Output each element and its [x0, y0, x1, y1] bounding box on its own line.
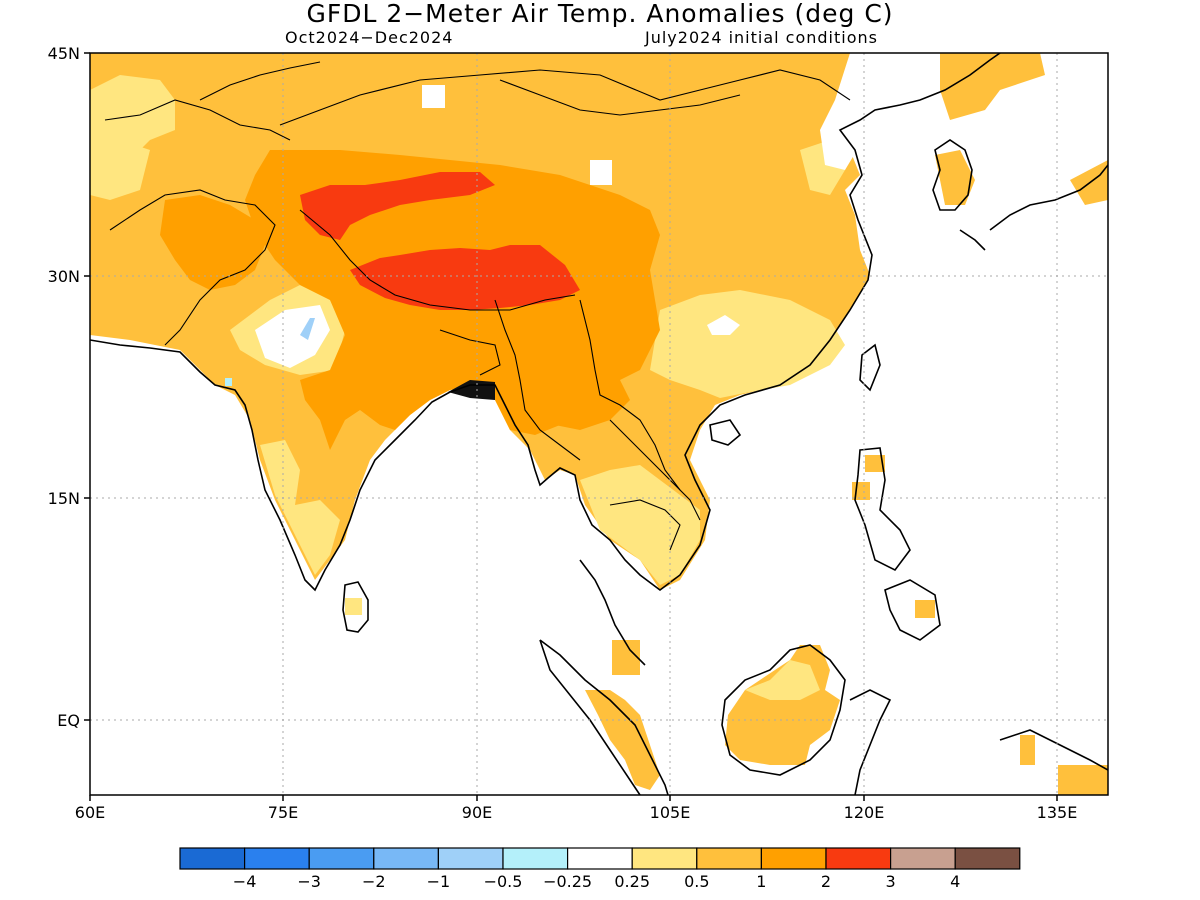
- forecast-period: Oct2024−Dec2024: [285, 28, 454, 47]
- lon-label-90e: 90E: [462, 803, 492, 822]
- map-title: GFDL 2−Meter Air Temp. Anomalies (deg C): [306, 0, 894, 28]
- legend-label: 4: [950, 872, 960, 891]
- coastline-luzon: [854, 447, 911, 572]
- lon-label-135e: 135E: [1037, 803, 1078, 822]
- anomaly-white-spot-bay: [820, 120, 860, 170]
- coastline-korea: [932, 139, 973, 211]
- legend-swatch: [889, 847, 956, 870]
- coastline-borneo: [721, 644, 846, 776]
- legend-swatch: [244, 847, 310, 870]
- anomaly-region-south-china-light: [650, 290, 845, 398]
- anomaly-region-sri-lanka: [345, 598, 362, 615]
- legend-label: 0.25: [614, 872, 650, 891]
- legend-swatch: [760, 847, 827, 870]
- legend-label: −0.25: [543, 872, 592, 891]
- legend-label: 2: [821, 872, 831, 891]
- lon-label-60e: 60E: [75, 803, 105, 822]
- legend-label: −1: [427, 872, 451, 891]
- lon-label-75e: 75E: [268, 803, 298, 822]
- coastline-new-guinea: [999, 729, 1108, 771]
- anomaly-white-spot-north: [422, 85, 445, 108]
- border-cambodia: [609, 499, 681, 551]
- coastline-hainan: [709, 419, 742, 446]
- anomaly-region-japan: [940, 53, 1045, 120]
- coastline-taiwan: [859, 343, 881, 392]
- country-borders: [104, 61, 851, 551]
- legend-label: 0.5: [684, 872, 709, 891]
- lat-label-eq: EQ: [57, 711, 80, 730]
- anomaly-region-karakoram-red: [300, 172, 495, 240]
- border-afghanistan: [104, 99, 291, 141]
- anomaly-region-iran-light: [90, 130, 150, 200]
- legend-swatch: [308, 847, 375, 870]
- legend-label: 1: [756, 872, 766, 891]
- border-mongolia: [499, 79, 741, 116]
- border-nepal-bhutan: [439, 329, 501, 376]
- anomaly-region-korea: [935, 150, 975, 205]
- anomaly-region-mindanao: [915, 600, 935, 618]
- legend-label: −3: [297, 872, 321, 891]
- legend-swatch: [437, 847, 504, 870]
- coastline-malaya: [579, 559, 646, 666]
- coastline-india: [90, 53, 1001, 592]
- lat-label-30n: 30N: [48, 267, 80, 286]
- legend-swatch: [825, 847, 892, 870]
- anomaly-region-sumatra: [585, 690, 660, 790]
- legend-swatch: [502, 847, 569, 870]
- border-kyrgyz: [199, 61, 321, 101]
- initial-conditions: July2024 initial conditions: [645, 28, 878, 47]
- lon-label-105e: 105E: [650, 803, 691, 822]
- coastline-sri-lanka: [342, 581, 369, 633]
- coastlines: [90, 53, 1108, 795]
- border-himalaya: [299, 209, 576, 311]
- legend-label: 3: [886, 872, 896, 891]
- legend-label: −0.5: [484, 872, 523, 891]
- anomaly-region-malaya: [612, 640, 640, 675]
- graticule: [90, 53, 1108, 795]
- legend-swatch: [696, 847, 762, 870]
- anomaly-fill-layer: [90, 53, 1108, 795]
- anomaly-region-borneo-north: [745, 660, 820, 700]
- map-frame: [89, 52, 1109, 796]
- legend-label: −2: [362, 872, 386, 891]
- anomaly-cool-spot-west: [225, 378, 232, 386]
- legend-label: −4: [233, 872, 257, 891]
- coastline-mindanao: [884, 579, 941, 641]
- anomaly-region-pakistan-orange: [160, 195, 265, 290]
- anomaly-white-spot-qinghai: [590, 160, 612, 185]
- anomaly-region-indochina-light: [580, 465, 700, 585]
- legend-swatch: [566, 847, 633, 870]
- border-laos-vietnam: [609, 419, 701, 521]
- anomaly-region-yunnan-orange: [545, 370, 630, 430]
- border-china-north: [279, 69, 851, 126]
- anomaly-region-luzon: [852, 455, 885, 500]
- anomaly-cool-spot-india: [300, 318, 315, 340]
- legend-swatch: [179, 847, 246, 870]
- legend-swatch: [373, 847, 439, 870]
- anomaly-white-spot-south-china: [707, 315, 740, 335]
- border-pakistan: [109, 189, 276, 346]
- lon-label-120e: 120E: [844, 803, 885, 822]
- border-myanmar: [494, 299, 581, 461]
- coastline-japan: [959, 164, 1108, 251]
- anomaly-region-new-guinea: [1020, 735, 1108, 795]
- anomaly-region-tibet-red: [350, 245, 580, 310]
- legend-swatch: [631, 847, 698, 870]
- coastline-sulawesi: [849, 689, 892, 795]
- lat-label-15n: 15N: [48, 489, 80, 508]
- border-indochina: [579, 299, 681, 491]
- anomaly-region-south-india-light: [260, 440, 340, 575]
- lat-label-45n: 45N: [48, 44, 80, 63]
- color-legend: −4 −3 −2 −1 −0.5 −0.25 0.25 0.5 1 2 3 4: [179, 847, 1021, 891]
- legend-swatch: [954, 847, 1021, 870]
- axis-ticks: [84, 52, 1058, 801]
